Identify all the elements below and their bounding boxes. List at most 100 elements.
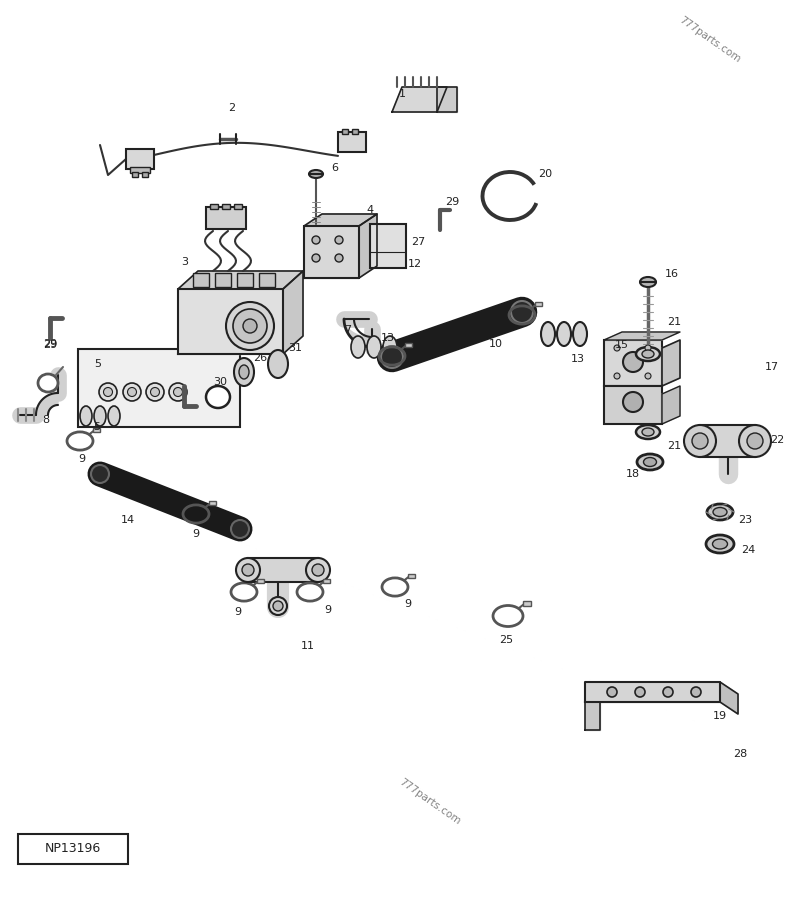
Ellipse shape [623, 352, 643, 372]
Text: 25: 25 [499, 635, 513, 645]
Polygon shape [304, 226, 359, 278]
Bar [323, 579, 330, 583]
Ellipse shape [645, 345, 651, 351]
Ellipse shape [663, 687, 673, 697]
Ellipse shape [614, 345, 620, 351]
Text: 777parts.com: 777parts.com [398, 778, 462, 827]
Ellipse shape [511, 301, 533, 323]
Ellipse shape [351, 336, 365, 358]
Ellipse shape [236, 558, 260, 582]
Ellipse shape [150, 388, 159, 397]
Ellipse shape [94, 406, 106, 426]
Bar [93, 428, 99, 432]
Bar [604, 340, 662, 386]
Ellipse shape [642, 428, 654, 436]
Ellipse shape [312, 254, 320, 262]
Ellipse shape [692, 433, 708, 449]
Bar [210, 204, 218, 209]
Ellipse shape [707, 504, 733, 520]
Ellipse shape [623, 392, 643, 412]
Bar [408, 574, 414, 578]
Ellipse shape [747, 433, 763, 449]
Ellipse shape [206, 386, 230, 408]
Text: 12: 12 [408, 259, 422, 269]
Text: 777parts.com: 777parts.com [678, 15, 742, 65]
Ellipse shape [127, 388, 137, 397]
Ellipse shape [91, 465, 109, 483]
Text: 1: 1 [398, 89, 406, 99]
Ellipse shape [643, 457, 657, 466]
Text: 26: 26 [253, 353, 267, 363]
Bar [342, 129, 348, 134]
Bar [370, 224, 406, 268]
Text: 15: 15 [615, 340, 629, 350]
Ellipse shape [169, 383, 187, 401]
Text: 27: 27 [411, 237, 425, 247]
Text: 5: 5 [94, 359, 102, 369]
Text: 29: 29 [43, 339, 57, 349]
Polygon shape [392, 87, 447, 112]
Polygon shape [662, 386, 680, 424]
Ellipse shape [684, 425, 716, 457]
Text: 23: 23 [738, 515, 752, 525]
Ellipse shape [268, 350, 288, 378]
Ellipse shape [335, 254, 343, 262]
Text: 18: 18 [626, 469, 640, 479]
Bar [237, 273, 253, 287]
Ellipse shape [234, 358, 254, 386]
Polygon shape [283, 271, 303, 354]
Ellipse shape [614, 373, 620, 379]
Text: 17: 17 [765, 362, 779, 372]
Text: 13: 13 [571, 354, 585, 364]
Ellipse shape [367, 336, 381, 358]
Text: 28: 28 [733, 749, 747, 759]
Bar [209, 501, 215, 505]
Ellipse shape [713, 508, 727, 517]
Ellipse shape [573, 322, 587, 346]
Text: 13: 13 [381, 333, 395, 343]
Text: 16: 16 [665, 269, 679, 279]
Ellipse shape [691, 687, 701, 697]
Bar [405, 343, 411, 347]
Text: 8: 8 [42, 415, 50, 425]
Ellipse shape [226, 302, 274, 350]
Polygon shape [359, 214, 377, 278]
Text: 24: 24 [741, 545, 755, 555]
Bar [126, 149, 154, 169]
Bar [222, 204, 230, 209]
Text: 9: 9 [405, 599, 411, 609]
Ellipse shape [146, 383, 164, 401]
Text: 20: 20 [538, 169, 552, 179]
Bar [259, 273, 275, 287]
Ellipse shape [99, 383, 117, 401]
Text: 21: 21 [667, 441, 681, 451]
Polygon shape [585, 682, 720, 702]
Ellipse shape [383, 336, 397, 358]
Text: 6: 6 [331, 163, 338, 173]
Text: 30: 30 [213, 377, 227, 387]
Text: 9: 9 [193, 529, 199, 539]
Bar [234, 204, 242, 209]
Ellipse shape [645, 373, 651, 379]
Bar [604, 386, 662, 424]
Polygon shape [604, 332, 680, 340]
Text: 10: 10 [489, 339, 503, 349]
Ellipse shape [312, 236, 320, 244]
Ellipse shape [233, 309, 267, 343]
Ellipse shape [607, 687, 617, 697]
Ellipse shape [242, 564, 254, 576]
Text: 11: 11 [301, 641, 315, 651]
Bar [142, 172, 148, 177]
Ellipse shape [557, 322, 571, 346]
Ellipse shape [108, 406, 120, 426]
Ellipse shape [637, 454, 663, 470]
Ellipse shape [706, 535, 734, 553]
Polygon shape [437, 87, 457, 112]
Text: 22: 22 [770, 435, 784, 445]
Text: 29: 29 [43, 340, 57, 350]
Ellipse shape [239, 365, 249, 379]
Ellipse shape [273, 601, 283, 611]
Bar [78, 349, 240, 427]
Bar [338, 132, 366, 152]
Ellipse shape [309, 170, 323, 178]
